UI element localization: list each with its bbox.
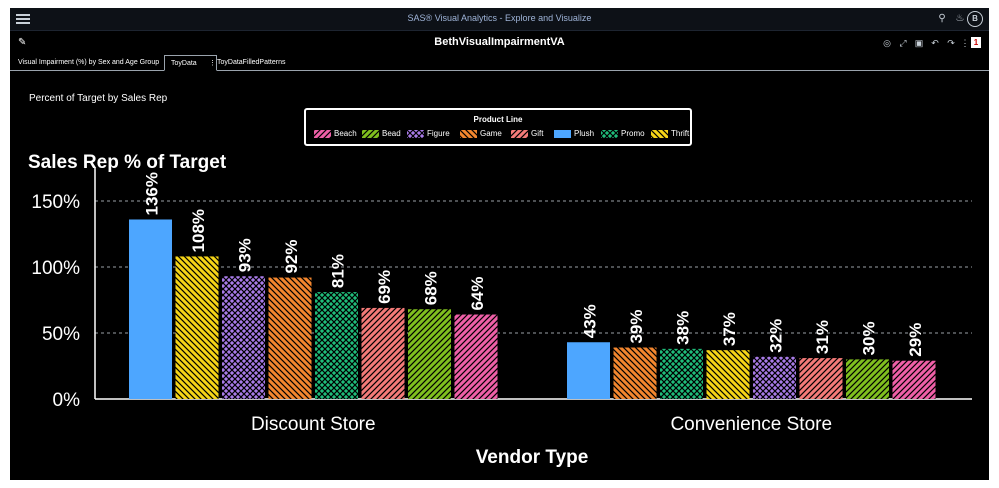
bar-discount-store-thrift[interactable] bbox=[175, 256, 219, 399]
x-tick-label: Discount Store bbox=[251, 414, 376, 435]
legend-swatch bbox=[407, 130, 424, 138]
data-label: 68% bbox=[422, 271, 441, 305]
legend-title: Product Line bbox=[473, 115, 523, 124]
legend-label: Thrift bbox=[671, 129, 690, 138]
legend-swatch bbox=[460, 130, 477, 138]
bar-discount-store-beach[interactable] bbox=[454, 314, 498, 399]
bar-convenience-store-thrift[interactable] bbox=[706, 350, 750, 399]
data-label: 39% bbox=[627, 309, 646, 343]
y-tick-label: 0% bbox=[53, 390, 81, 411]
legend-swatch bbox=[554, 130, 571, 138]
legend-items: Beach Bead Figure Game Gift Plush Promo Thrift bbox=[314, 128, 689, 140]
more-options-icon[interactable]: ⋮ bbox=[960, 38, 970, 48]
bar-convenience-store-bead[interactable] bbox=[846, 359, 889, 399]
bar-convenience-store-promo[interactable] bbox=[660, 348, 703, 399]
redo-icon[interactable]: ↷ bbox=[947, 38, 955, 48]
data-label: 31% bbox=[813, 320, 832, 354]
legend-swatch bbox=[362, 130, 379, 138]
bar-discount-store-plush[interactable] bbox=[129, 219, 172, 399]
bar-chart: Sales Rep % of Target 0% 50% 100% 150% 136% 10… bbox=[28, 152, 972, 468]
legend-label: Bead bbox=[382, 129, 401, 138]
chart-title: Sales Rep % of Target bbox=[28, 152, 227, 173]
data-label: 92% bbox=[282, 240, 301, 274]
accessibility-icon[interactable]: ◎ bbox=[883, 38, 891, 48]
tab-visual-impairment[interactable]: Visual Impairment (%) by Sex and Age Gro… bbox=[18, 59, 160, 66]
legend-label: Promo bbox=[621, 129, 645, 138]
y-tick-label: 100% bbox=[31, 258, 80, 279]
y-tick-label: 150% bbox=[31, 192, 80, 213]
y-tick-label: 50% bbox=[42, 324, 80, 345]
undo-icon[interactable]: ↶ bbox=[931, 38, 939, 48]
data-label: 38% bbox=[674, 311, 693, 345]
report-toolbar: ✎ BethVisualImpairmentVA ◎ ⤢ ▣ ↶ ↷ ⋮ 1 bbox=[10, 31, 989, 55]
data-label: 32% bbox=[767, 319, 786, 353]
legend-swatch bbox=[511, 130, 528, 138]
bar-convenience-store-figure[interactable] bbox=[753, 356, 796, 399]
report-title: BethVisualImpairmentVA bbox=[434, 36, 565, 48]
bar-discount-store-gift[interactable] bbox=[361, 307, 405, 399]
search-icon[interactable]: ⚲ bbox=[938, 13, 946, 24]
legend-label: Game bbox=[480, 129, 502, 138]
save-icon[interactable]: ▣ bbox=[914, 38, 924, 48]
bar-discount-store-figure[interactable] bbox=[222, 276, 265, 399]
tab-toydatafilledpatterns[interactable]: ToyDataFilledPatterns bbox=[217, 59, 286, 66]
app-title: SAS® Visual Analytics - Explore and Visu… bbox=[407, 13, 592, 23]
legend-label: Plush bbox=[574, 129, 595, 138]
data-label: 37% bbox=[720, 312, 739, 346]
report-tabs: Visual Impairment (%) by Sex and Age Gro… bbox=[10, 55, 989, 71]
notification-badge[interactable]: 1 bbox=[971, 37, 981, 48]
expand-icon[interactable]: ⤢ bbox=[899, 38, 907, 48]
data-label: 43% bbox=[581, 304, 600, 338]
notifications-bell-icon[interactable]: ♨ bbox=[955, 13, 965, 24]
tab-label: ToyData bbox=[171, 60, 197, 67]
bar-discount-store-game[interactable] bbox=[268, 277, 312, 399]
bar-discount-store-bead[interactable] bbox=[408, 309, 451, 399]
edit-pencil-icon[interactable]: ✎ bbox=[18, 37, 27, 48]
legend-swatch bbox=[651, 130, 668, 138]
data-label: 108% bbox=[189, 209, 208, 252]
bar-convenience-store-plush[interactable] bbox=[567, 342, 610, 399]
user-avatar[interactable]: B bbox=[967, 11, 983, 27]
x-tick-label: Convenience Store bbox=[670, 414, 832, 435]
data-label: 93% bbox=[236, 238, 255, 272]
legend-label: Figure bbox=[427, 129, 450, 138]
data-label: 30% bbox=[860, 321, 879, 355]
chart-legend: Product Line Beach Bead Figure Game Gift Plus… bbox=[304, 108, 692, 146]
object-title: Percent of Target by Sales Rep bbox=[29, 93, 168, 104]
tab-toydata[interactable]: ToyData ⋮ bbox=[164, 55, 217, 71]
bar-discount-store-promo[interactable] bbox=[315, 292, 358, 399]
x-axis-title: Vendor Type bbox=[476, 447, 589, 468]
data-label: 81% bbox=[329, 254, 348, 288]
bar-convenience-store-game[interactable] bbox=[613, 347, 657, 399]
data-label: 29% bbox=[906, 323, 925, 357]
legend-swatch bbox=[601, 130, 618, 138]
app-header: SAS® Visual Analytics - Explore and Visu… bbox=[10, 8, 989, 31]
data-label: 64% bbox=[468, 276, 487, 310]
app-window: SAS® Visual Analytics - Explore and Visu… bbox=[10, 8, 989, 480]
tab-menu-icon[interactable]: ⋮ bbox=[209, 60, 216, 67]
legend-swatch bbox=[314, 130, 331, 138]
legend-label: Gift bbox=[531, 129, 544, 138]
bar-convenience-store-gift[interactable] bbox=[799, 358, 843, 399]
legend-label: Beach bbox=[334, 129, 357, 138]
bar-convenience-store-beach[interactable] bbox=[892, 360, 936, 399]
data-label: 136% bbox=[143, 172, 162, 215]
hamburger-menu-icon[interactable] bbox=[16, 12, 30, 26]
data-label: 69% bbox=[375, 270, 394, 304]
